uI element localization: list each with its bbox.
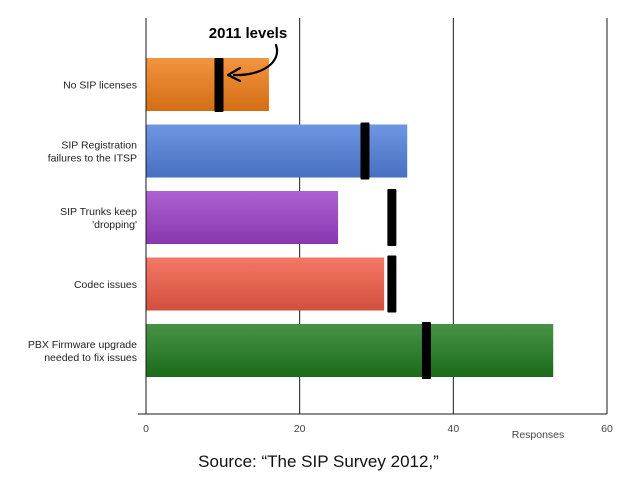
x-tick-label: 60 [601, 423, 613, 435]
x-tick-label: 0 [143, 423, 149, 435]
marker-2011 [387, 189, 397, 246]
marker-2011 [421, 322, 431, 379]
marker-2011 [387, 255, 397, 313]
annotation-arrow [232, 43, 279, 77]
category-label: failures to the ITSP [48, 153, 137, 165]
bar [146, 191, 339, 244]
category-label: PBX Firmware upgrade [28, 339, 137, 351]
category-label: SIP Registration [61, 140, 137, 152]
category-label: No SIP licenses [63, 80, 137, 92]
x-tick-label: 20 [294, 423, 306, 435]
x-axis-label: Responses [512, 429, 565, 441]
category-label: 'dropping' [92, 219, 137, 231]
bar [146, 324, 554, 377]
x-tick-label: 40 [447, 423, 459, 435]
annotation-arrowhead [226, 66, 242, 83]
marker-2011 [214, 58, 224, 112]
bar [146, 257, 385, 311]
source-caption: Source: “The SIP Survey 2012,” [198, 452, 439, 471]
category-label: SIP Trunks keep [60, 206, 137, 218]
category-label: needed to fix issues [44, 352, 137, 364]
bar [146, 58, 269, 111]
marker-2011 [360, 122, 370, 180]
annotation-label: 2011 levels [209, 25, 287, 42]
category-label: Codec issues [74, 279, 137, 291]
